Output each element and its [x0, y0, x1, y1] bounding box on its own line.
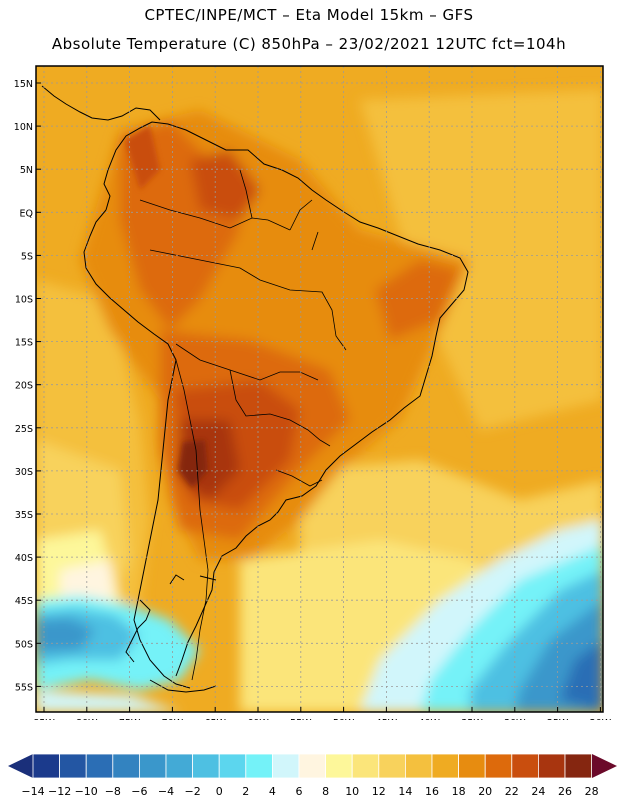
colorbar-label: 22 [505, 785, 519, 798]
colorbar-segment [112, 753, 140, 779]
model-title: CPTEC/INPE/MCT – Eta Model 15km – GFS [144, 6, 474, 24]
colorbar-segment [564, 753, 593, 779]
longitude-label: 25W [547, 718, 569, 720]
colorbar-label: −14 [21, 785, 44, 798]
latitude-label: EQ [20, 208, 33, 219]
latitude-label: 20S [15, 381, 33, 392]
colorbar-segment [325, 753, 353, 779]
temperature-field [36, 66, 603, 712]
longitude-label: 50W [333, 718, 355, 720]
latitude-label: 15S [15, 338, 33, 349]
colorbar-label: −10 [75, 785, 98, 798]
longitude-label: 65W [204, 718, 226, 720]
latitude-label: 15N [14, 79, 33, 90]
colorbar-label: −8 [105, 785, 121, 798]
longitude-label: 80W [76, 718, 98, 720]
colorbar-segment [351, 753, 380, 779]
temperature-map: 15N 10N 5N EQ 5S 10S 15S 20S 25S 30S 35S 40S 45S 50S 5… [14, 65, 612, 720]
colorbar-segment [484, 753, 513, 779]
latitude-label: 45S [15, 596, 33, 607]
longitude-label: 45W [376, 718, 398, 720]
colorbar-label: 26 [558, 785, 572, 798]
latitude-label: 25S [15, 424, 33, 435]
colorbar-segment [245, 753, 273, 779]
colorbar-label: 6 [296, 785, 303, 798]
colorbar-label: 2 [242, 785, 249, 798]
longitude-label: 35W [461, 718, 483, 720]
longitude-label: 40W [418, 718, 440, 720]
colorbar-segment [404, 753, 433, 779]
colorbar-segment [458, 753, 486, 779]
colorbar-label: 18 [452, 785, 466, 798]
longitude-axis: 85W 80W 75W 70W 65W 60W 55W 50W 45W 40W 35W 30W 25W 2… [33, 707, 612, 720]
colorbar-label: 24 [531, 785, 545, 798]
latitude-label: 35S [15, 510, 33, 521]
colorbar-label: 10 [345, 785, 359, 798]
colorbar-label: 28 [585, 785, 599, 798]
colorbar-label: 16 [425, 785, 439, 798]
colorbar-segment [511, 753, 539, 779]
colorbar-segment [192, 753, 220, 779]
longitude-label: 20W [590, 718, 612, 720]
colorbar-segment [59, 753, 87, 779]
colorbar-segment [218, 753, 247, 779]
colorbar-segment [85, 753, 114, 779]
latitude-label: 55S [15, 682, 33, 693]
latitude-label: 50S [15, 639, 33, 650]
latitude-label: 10S [15, 295, 33, 306]
longitude-label: 30W [504, 718, 526, 720]
colorbar-high-arrow [592, 754, 617, 778]
colorbar-label: 0 [216, 785, 223, 798]
colorbar-segment [271, 753, 300, 779]
colorbar-segment [32, 753, 61, 779]
latitude-label: 5S [21, 251, 33, 262]
longitude-label: 85W [33, 718, 55, 720]
longitude-label: 60W [247, 718, 269, 720]
latitude-label: 30S [15, 467, 33, 478]
colorbar-low-arrow [8, 754, 33, 778]
latitude-label: 10N [14, 122, 33, 133]
latitude-label: 40S [15, 553, 33, 564]
colorbar-segment [538, 753, 566, 779]
map-frame [35, 65, 604, 713]
latitude-label: 5N [20, 165, 33, 176]
colorbar-label: 8 [322, 785, 329, 798]
colorbar-label: −12 [48, 785, 71, 798]
latitude-axis: 15N 10N 5N EQ 5S 10S 15S 20S 25S 30S 35S 40S 45S 50S 5… [14, 79, 41, 693]
colorbar-label: 14 [398, 785, 412, 798]
colorbar-label: −2 [184, 785, 200, 798]
longitude-label: 55W [290, 718, 312, 720]
colorbar-label: 20 [478, 785, 492, 798]
country-borders [139, 169, 347, 681]
colorbar-label: −6 [131, 785, 147, 798]
longitude-label: 70W [162, 718, 184, 720]
colorbar-labels: −14 −12 −10 −8 −6 −4 −2 0 2 4 6 8 10 12 14 16 18 20 22 24 26… [21, 785, 598, 798]
colorbar-label: 12 [372, 785, 386, 798]
colorbar-label: −4 [158, 785, 174, 798]
field-title: Absolute Temperature (C) 850hPa – 23/02/… [51, 35, 567, 53]
colorbar-label: 4 [269, 785, 276, 798]
colorbar-segments [32, 753, 593, 779]
colorbar-segment [298, 753, 327, 779]
colorbar-segment [431, 753, 460, 779]
colorbar-segment [165, 753, 194, 779]
colorbar: −14 −12 −10 −8 −6 −4 −2 0 2 4 6 8 10 12 14 16 18 20 22 24 26… [8, 753, 617, 798]
colorbar-segment [378, 753, 406, 779]
colorbar-segment [138, 753, 167, 779]
longitude-label: 75W [119, 718, 141, 720]
